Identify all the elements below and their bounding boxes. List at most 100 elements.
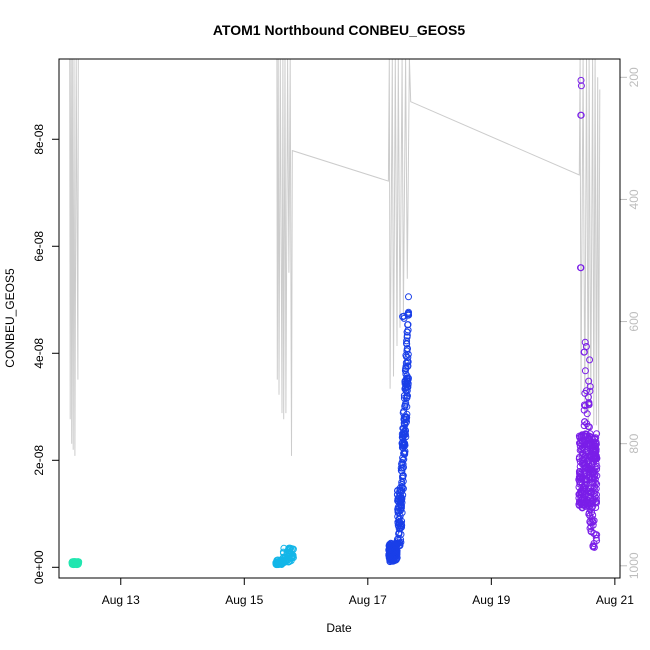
data-point <box>575 501 583 509</box>
data-point <box>399 472 407 480</box>
data-point <box>592 453 600 460</box>
data-point <box>404 354 412 362</box>
data-point <box>579 450 587 458</box>
data-point <box>401 450 409 458</box>
data-point <box>586 383 594 390</box>
series-4 <box>575 76 601 551</box>
x-axis-label: Date <box>326 621 352 635</box>
data-point <box>589 511 597 519</box>
data-point <box>403 337 411 345</box>
data-point <box>575 483 583 491</box>
x-tick-label: Aug 21 <box>596 593 634 607</box>
data-point <box>386 545 394 553</box>
data-point <box>576 458 584 466</box>
data-point <box>72 558 80 566</box>
data-point <box>591 448 598 456</box>
data-point <box>385 542 393 550</box>
y-tick-label: 0e+00 <box>32 550 46 584</box>
data-point <box>399 485 407 493</box>
right-tick-label: 1000 <box>627 552 641 579</box>
data-point <box>403 410 411 418</box>
data-point <box>404 383 412 391</box>
data-point <box>585 400 593 408</box>
data-point <box>391 546 399 554</box>
data-point <box>399 460 407 468</box>
right-tick-label: 800 <box>627 433 641 453</box>
data-point <box>590 543 598 551</box>
data-points-layer <box>68 76 601 569</box>
data-point <box>69 558 77 566</box>
data-point <box>591 475 599 483</box>
right-tick-label: 200 <box>627 67 641 87</box>
plot-frame <box>58 58 621 579</box>
data-point <box>578 439 586 447</box>
data-point <box>575 476 583 484</box>
data-point <box>398 521 406 529</box>
data-point <box>403 418 410 426</box>
x-tick-label: Aug 15 <box>225 593 263 607</box>
data-point <box>401 447 409 455</box>
data-point <box>400 463 407 471</box>
data-point <box>592 534 600 542</box>
x-tick-label: Aug 17 <box>349 593 387 607</box>
y-tick-label: 2e-08 <box>32 445 46 476</box>
data-point <box>404 358 412 366</box>
y-tick-label: 8e-08 <box>32 124 46 155</box>
data-point <box>577 111 585 119</box>
axes-layer: Aug 13 Aug 15 Aug 17 Aug 19 Aug 21 0e+00 2e-08… <box>32 67 641 607</box>
data-point <box>577 76 585 84</box>
data-point <box>586 356 594 364</box>
data-point <box>588 434 596 442</box>
altitude-trace-layer <box>69 59 601 456</box>
x-tick-label: Aug 13 <box>102 593 140 607</box>
data-point <box>396 542 404 550</box>
data-point <box>285 550 293 558</box>
data-point <box>580 406 588 414</box>
data-point <box>404 326 412 334</box>
data-point <box>404 350 412 358</box>
data-point <box>588 466 595 474</box>
data-point <box>586 505 594 513</box>
data-point <box>582 387 590 395</box>
data-point <box>398 494 406 502</box>
data-point <box>390 553 398 561</box>
data-point <box>583 500 591 508</box>
data-point <box>289 551 297 559</box>
data-point <box>404 374 412 382</box>
data-point <box>280 544 288 552</box>
data-point <box>401 431 409 438</box>
series-3 <box>385 293 413 566</box>
data-point <box>584 423 592 430</box>
data-point <box>398 502 405 510</box>
data-point <box>405 293 412 301</box>
data-point <box>576 439 583 447</box>
data-point <box>582 463 590 471</box>
data-point <box>575 455 583 463</box>
data-point <box>589 474 597 482</box>
y-tick-label: 4e-08 <box>32 338 46 369</box>
data-point <box>592 440 600 448</box>
data-point <box>585 509 593 517</box>
data-point <box>402 433 410 441</box>
data-point <box>582 343 590 350</box>
data-point <box>581 418 589 426</box>
data-point <box>581 478 589 486</box>
x-tick-label: Aug 19 <box>472 593 510 607</box>
data-point <box>398 467 406 475</box>
altitude-trace-line <box>69 59 601 456</box>
data-point <box>398 517 406 525</box>
data-point <box>580 431 588 439</box>
data-point <box>398 464 406 472</box>
y-axis-label: CONBEU_GEOS5 <box>3 268 17 368</box>
data-point <box>587 523 595 531</box>
series-2 <box>272 544 297 569</box>
data-point <box>577 488 585 496</box>
data-point <box>400 314 408 322</box>
data-point <box>588 474 596 482</box>
data-point <box>581 367 589 375</box>
data-point <box>577 264 585 272</box>
data-point <box>591 493 599 501</box>
data-point <box>399 313 407 321</box>
data-point <box>580 457 588 465</box>
